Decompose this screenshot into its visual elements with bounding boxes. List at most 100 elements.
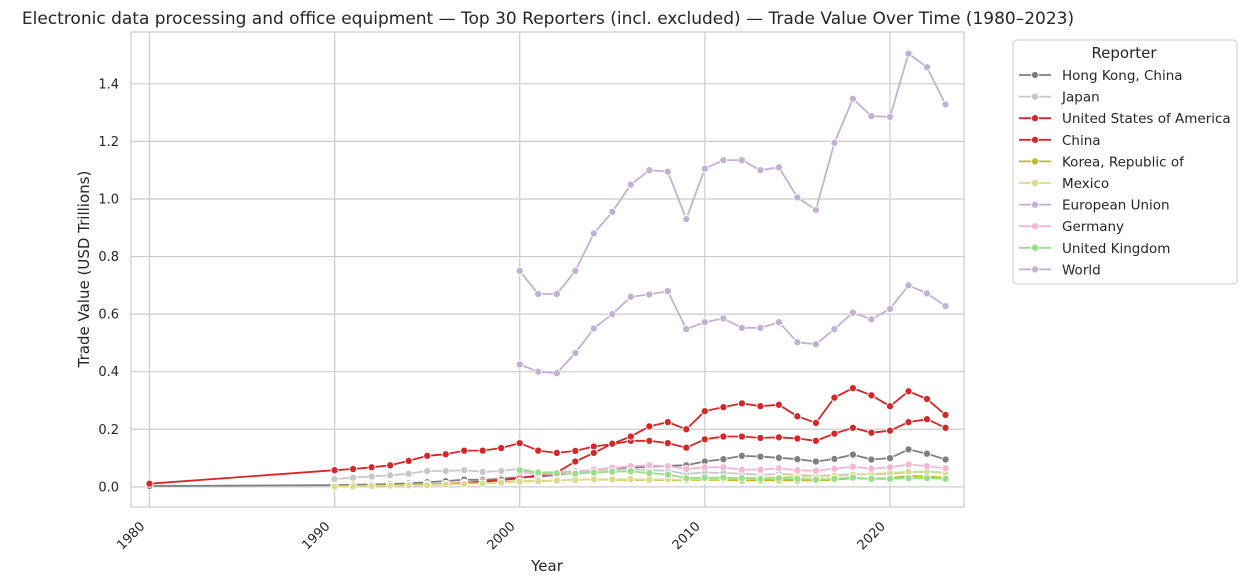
data-point [534, 367, 543, 376]
data-point [645, 461, 654, 470]
data-point [719, 473, 728, 482]
data-point [719, 156, 728, 165]
data-point [682, 325, 691, 334]
data-point [404, 456, 413, 465]
data-point [756, 474, 765, 483]
data-point [922, 63, 932, 72]
legend-swatch-marker [1030, 70, 1040, 80]
plot-area [130, 31, 965, 508]
data-point [756, 166, 765, 175]
data-point [534, 477, 543, 486]
data-point [608, 439, 617, 448]
legend-swatch-marker [1030, 265, 1040, 274]
data-point [571, 446, 580, 455]
plot-frame [130, 31, 965, 508]
data-point [460, 479, 469, 489]
legend-label: China [1062, 133, 1101, 149]
data-point [904, 49, 913, 58]
data-point [774, 318, 783, 327]
data-point [571, 348, 580, 358]
data-point [386, 461, 395, 470]
data-point [460, 466, 469, 475]
data-point [848, 473, 857, 482]
data-point [571, 266, 580, 275]
data-point [719, 314, 728, 323]
series-united-kingdom [515, 466, 950, 484]
legend-swatch-marker [1030, 114, 1040, 123]
data-point [626, 180, 635, 189]
x-tick-label: 1990 [299, 519, 333, 553]
data-point [830, 325, 839, 334]
data-point [515, 360, 524, 369]
legend-frame [1012, 39, 1238, 285]
legend-label: Germany [1062, 219, 1124, 235]
data-point [589, 475, 598, 484]
data-point [922, 289, 932, 298]
data-point [441, 466, 450, 476]
data-point [737, 474, 746, 483]
data-point [349, 473, 358, 482]
data-point [645, 436, 654, 445]
data-point [589, 229, 598, 238]
legend-swatch-marker [1030, 178, 1040, 188]
legend: Reporter Hong Kong, China Japan United Sta… [1012, 39, 1238, 285]
y-axis-label: Trade Value (USD Trillions) [75, 171, 93, 369]
data-point [478, 479, 487, 488]
x-axis-ticks: 1980 1990 2000 2010 2020 [114, 519, 888, 553]
data-point [774, 433, 783, 442]
data-point [756, 323, 765, 332]
data-point [830, 454, 839, 463]
data-point [534, 468, 543, 477]
data-point [663, 439, 672, 448]
data-point [922, 462, 932, 471]
data-point [367, 463, 376, 472]
data-point [737, 432, 746, 441]
data-point [811, 205, 820, 214]
data-point [922, 415, 932, 424]
y-tick-label: 1.2 [98, 135, 119, 150]
data-point [497, 478, 506, 487]
data-point [386, 481, 395, 490]
data-point [608, 207, 617, 216]
data-point [719, 432, 728, 441]
y-tick-label: 0.8 [98, 250, 119, 265]
data-point [885, 454, 895, 463]
data-point [497, 443, 506, 453]
legend-label: Japan [1061, 90, 1100, 106]
data-point [885, 304, 895, 313]
series-european-union [515, 281, 950, 378]
data-point [645, 290, 654, 299]
data-point [330, 466, 339, 475]
data-point [737, 156, 746, 165]
legend-label: Korea, Republic of [1062, 154, 1185, 170]
data-point [626, 292, 635, 301]
data-point [922, 394, 932, 404]
y-tick-label: 0.2 [98, 423, 119, 438]
data-point [941, 302, 950, 311]
data-point [774, 464, 783, 473]
data-point [663, 418, 672, 427]
data-point [830, 474, 839, 483]
data-point [441, 480, 450, 489]
data-point [349, 482, 358, 491]
data-point [922, 449, 932, 458]
data-point [941, 464, 950, 473]
legend-label: United States of America [1062, 111, 1231, 127]
data-point [515, 439, 524, 448]
y-tick-label: 1.0 [98, 192, 119, 207]
y-tick-label: 1.4 [98, 77, 119, 92]
legend-title: Reporter [1091, 44, 1157, 62]
legend-label: Mexico [1062, 176, 1109, 192]
legend-label: Hong Kong, China [1062, 68, 1183, 84]
legend-swatch-marker [1030, 92, 1040, 101]
series-united-states-of-america [145, 415, 950, 488]
data-point [386, 471, 395, 480]
data-point [848, 462, 857, 471]
data-point [830, 429, 839, 438]
x-axis-label: Year [530, 557, 564, 575]
data-point [811, 457, 820, 466]
data-point [885, 112, 895, 121]
data-point [330, 475, 339, 484]
data-point [663, 167, 672, 176]
